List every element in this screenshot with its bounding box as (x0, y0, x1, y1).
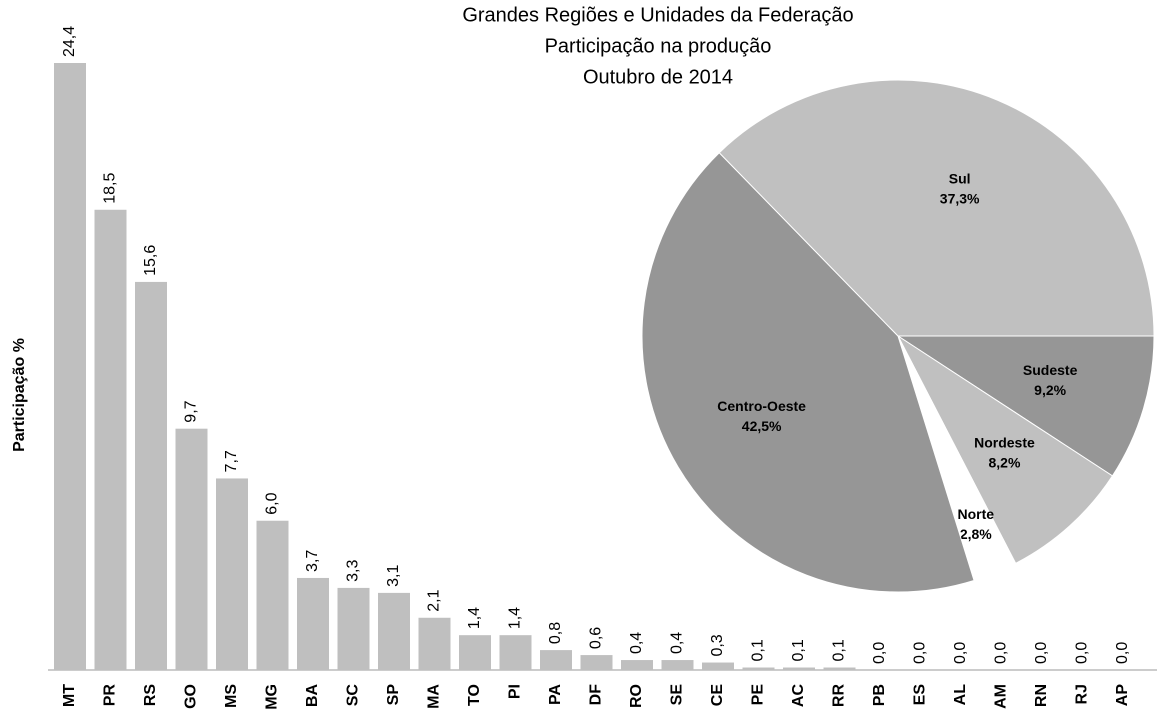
x-tick-label: SE (669, 684, 686, 706)
bar (702, 662, 734, 670)
x-tick-label: RJ (1074, 684, 1091, 704)
value-label: 7,7 (223, 450, 240, 472)
value-label: 0,0 (993, 642, 1010, 664)
bar (256, 520, 289, 670)
bar (378, 592, 410, 670)
value-label: 0,0 (912, 642, 929, 664)
bar (783, 667, 815, 670)
pie-slice (641, 152, 975, 593)
value-label: 0,3 (709, 634, 726, 656)
value-label: 3,1 (385, 565, 402, 587)
x-tick-label: RO (628, 684, 645, 708)
x-tick-label: RS (142, 684, 159, 707)
bar (459, 635, 491, 670)
x-tick-label: AP (1114, 684, 1131, 707)
bar (661, 660, 694, 670)
x-tick-label: PR (102, 684, 119, 707)
x-tick-label: AC (790, 684, 807, 708)
value-label: 0,4 (669, 632, 686, 654)
value-label: 18,5 (102, 173, 119, 204)
bar (94, 209, 127, 670)
x-tick-label: SP (385, 684, 402, 706)
y-axis-label: Participação % (11, 338, 28, 452)
value-label: 24,4 (61, 26, 78, 57)
value-label: 0,0 (1114, 642, 1131, 664)
slice-name: Sul (949, 170, 971, 186)
value-label: 1,4 (507, 607, 524, 629)
x-tick-label: DF (588, 684, 605, 706)
x-tick-label: MG (264, 684, 281, 710)
chart-title: Grandes Regiões e Unidades da Federação (462, 4, 853, 26)
bar (580, 655, 613, 670)
bar (823, 667, 856, 670)
x-tick-label: BA (304, 684, 321, 708)
value-label: 0,4 (628, 632, 645, 654)
slice-name: Norte (957, 506, 994, 522)
bar (418, 617, 451, 670)
slice-value: 9,2% (1034, 382, 1066, 398)
value-label: 1,4 (466, 607, 483, 629)
bar (216, 478, 248, 670)
bar (742, 667, 775, 670)
slice-value: 8,2% (988, 454, 1020, 470)
value-label: 9,7 (183, 400, 200, 422)
value-label: 3,7 (304, 550, 321, 572)
x-tick-label: SC (345, 684, 362, 707)
x-tick-label: PA (547, 684, 564, 705)
x-tick-label: PI (507, 684, 524, 699)
bar (621, 660, 653, 670)
bar (297, 577, 329, 670)
slice-name: Nordeste (974, 434, 1035, 450)
slice-name: Sudeste (1023, 362, 1078, 378)
value-label: 0,1 (831, 639, 848, 661)
chart-subtitle: Participação na produção (545, 35, 772, 57)
value-label: 15,6 (142, 245, 159, 276)
value-label: 3,3 (345, 560, 362, 582)
bar (175, 428, 208, 670)
x-tick-label: AL (952, 684, 969, 706)
x-tick-label: RN (1033, 684, 1050, 707)
value-label: 0,0 (952, 642, 969, 664)
value-label: 6,0 (264, 492, 281, 514)
bar (135, 281, 167, 670)
slice-name: Centro-Oeste (717, 398, 806, 414)
x-tick-label: MS (223, 684, 240, 708)
value-label: 2,1 (426, 589, 443, 611)
value-label: 0,0 (1033, 642, 1050, 664)
value-label: 0,8 (547, 622, 564, 644)
value-label: 0,0 (1074, 642, 1091, 664)
x-tick-label: GO (183, 684, 200, 709)
x-tick-label: ES (912, 684, 929, 706)
bar (540, 650, 572, 670)
slice-value: 2,8% (960, 526, 992, 542)
x-tick-label: PE (750, 684, 767, 706)
x-tick-label: AM (993, 684, 1010, 709)
bar (499, 635, 532, 670)
pie-slice (896, 335, 1155, 477)
value-label: 0,6 (588, 627, 605, 649)
slice-value: 42,5% (742, 418, 782, 434)
x-tick-label: PB (871, 684, 888, 706)
pie-slice (718, 79, 1155, 337)
x-tick-label: RR (831, 684, 848, 708)
chart-date: Outubro de 2014 (583, 66, 733, 88)
value-label: 0,1 (750, 639, 767, 661)
bar (54, 63, 86, 670)
bar (337, 587, 370, 670)
x-tick-label: TO (466, 684, 483, 706)
x-tick-label: MT (61, 684, 78, 707)
value-label: 0,0 (871, 642, 888, 664)
slice-value: 37,3% (940, 190, 980, 206)
x-tick-label: MA (426, 684, 443, 709)
value-label: 0,1 (790, 639, 807, 661)
x-tick-label: CE (709, 684, 726, 707)
pie-slice (896, 334, 1114, 565)
